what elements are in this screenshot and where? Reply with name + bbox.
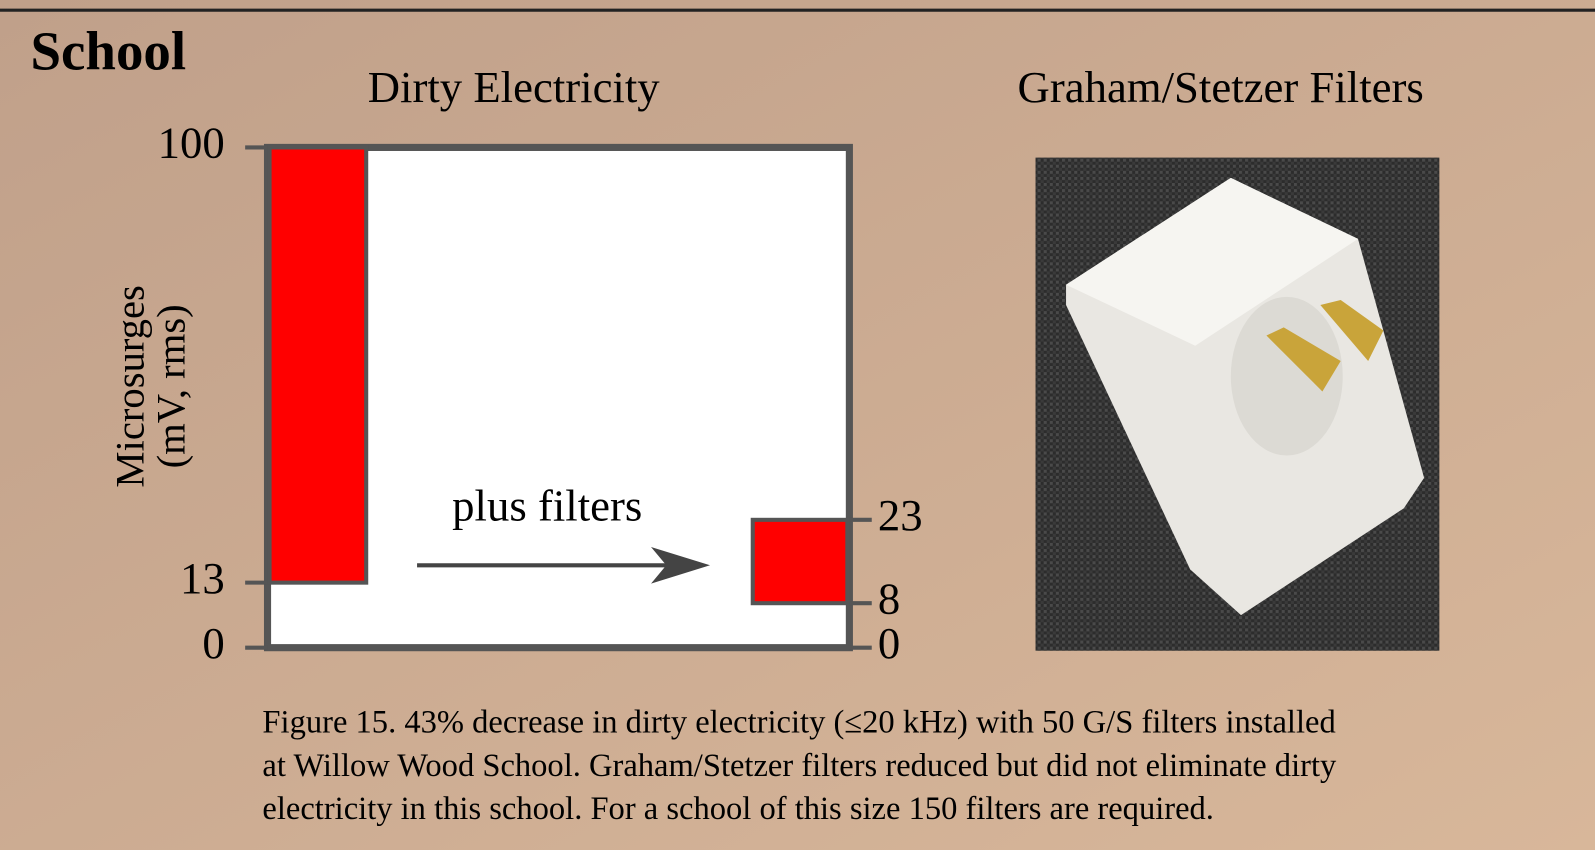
y-tick-label: 13 [180, 553, 225, 603]
chart-title: Dirty Electricity [368, 62, 661, 112]
arrow-head [651, 547, 711, 584]
y-label: Microsurges (mV, rms) [108, 285, 194, 487]
y2-tick-label: 8 [878, 573, 900, 623]
heading: School [31, 21, 187, 82]
filter-top [1066, 177, 1358, 346]
caption-line: electricity in this school. For a school… [262, 791, 1214, 827]
photo [1035, 157, 1440, 651]
caption-line: at Willow Wood School. Graham/Stetzer fi… [262, 748, 1337, 784]
y-tick-label: 0 [202, 618, 224, 668]
y-label-line: (mV, rms) [148, 304, 193, 468]
prong [1320, 299, 1384, 361]
y2-tick-label: 0 [878, 618, 900, 668]
y-tick-label: 100 [158, 118, 225, 168]
photo-title: Graham/Stetzer Filters [1018, 62, 1424, 112]
caption-line: Figure 15. 43% decrease in dirty electri… [262, 704, 1335, 740]
prong [1266, 327, 1341, 392]
plug-base [1230, 296, 1343, 456]
y-label-line: Microsurges [108, 285, 153, 487]
annotation: plus filters [452, 481, 642, 531]
range-bar [750, 517, 850, 606]
y2-tick-label: 23 [878, 490, 923, 540]
range-bar [267, 145, 369, 585]
